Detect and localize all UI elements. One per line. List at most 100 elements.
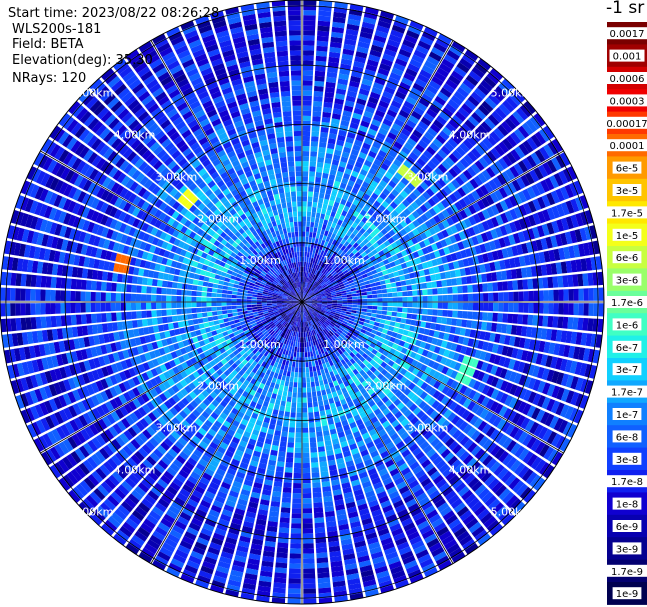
heatmap-cell <box>320 131 328 138</box>
heatmap-cell <box>306 216 311 222</box>
heatmap-cell <box>299 347 302 353</box>
heatmap-cell <box>317 271 322 277</box>
heatmap-cell <box>356 46 369 54</box>
heatmap-cell <box>318 15 331 22</box>
heatmap-cell <box>353 235 359 242</box>
heatmap-cell <box>360 251 367 258</box>
heatmap-cell <box>462 169 473 180</box>
heatmap-cell <box>412 82 425 93</box>
heatmap-cell <box>305 294 310 299</box>
heatmap-cell <box>394 206 403 214</box>
heatmap-cell <box>393 197 402 206</box>
heatmap-cell <box>303 75 313 81</box>
heatmap-cell <box>293 377 298 383</box>
heatmap-cell <box>329 268 334 274</box>
heatmap-cell <box>453 190 462 200</box>
heatmap-cell <box>334 149 342 156</box>
heatmap-cell <box>303 70 314 76</box>
heatmap-cell <box>588 288 594 301</box>
heatmap-cell <box>547 276 554 288</box>
heatmap-cell <box>553 303 559 315</box>
heatmap-cell <box>386 205 395 213</box>
heatmap-cell <box>293 483 302 489</box>
heatmap-cell <box>381 200 390 209</box>
heatmap-cell <box>400 177 410 186</box>
heatmap-cell <box>390 163 399 172</box>
heatmap-cell <box>273 481 283 488</box>
heatmap-cell <box>517 125 530 139</box>
heatmap-cell <box>342 110 352 117</box>
heatmap-cell <box>435 191 445 201</box>
heatmap-cell <box>377 224 384 231</box>
heatmap-cell <box>378 149 387 158</box>
heatmap-cell <box>433 181 443 191</box>
heatmap-cell <box>477 312 483 321</box>
heatmap-cell <box>275 562 288 569</box>
heatmap-cell <box>387 76 400 86</box>
heatmap-cell <box>351 187 359 195</box>
heatmap-cell <box>356 231 363 239</box>
heatmap-cell <box>306 252 310 258</box>
heatmap-cell <box>373 227 381 235</box>
heatmap-cell <box>453 66 467 78</box>
heatmap-cell <box>328 216 335 222</box>
heatmap-cell <box>452 294 458 302</box>
heatmap-cell <box>309 226 314 233</box>
heatmap-cell <box>311 263 315 269</box>
heatmap-cell <box>302 367 306 373</box>
heatmap-cell <box>442 287 448 294</box>
heatmap-cell <box>349 239 356 246</box>
heatmap-cell <box>333 228 339 235</box>
heatmap-cell <box>442 295 448 302</box>
heatmap-cell <box>447 310 453 318</box>
heatmap-cell <box>324 264 329 270</box>
heatmap-cell <box>380 123 391 132</box>
heatmap-cell <box>426 55 440 66</box>
heatmap-cell <box>306 382 311 388</box>
heatmap-cell <box>323 167 330 174</box>
heatmap-cell <box>304 287 307 293</box>
heatmap-cell <box>432 302 438 309</box>
heatmap-cell <box>329 128 338 135</box>
heatmap-cell <box>436 202 446 211</box>
heatmap-cell <box>468 70 482 83</box>
heatmap-cell <box>295 362 299 368</box>
heatmap-cell <box>314 269 318 275</box>
heatmap-cell <box>317 228 322 234</box>
heatmap-cell <box>384 171 394 180</box>
heatmap-cell <box>514 128 526 142</box>
heatmap-cell <box>350 255 357 261</box>
heatmap-cell <box>351 222 358 229</box>
heatmap-cell <box>448 153 459 164</box>
heatmap-cell <box>380 10 395 20</box>
heatmap-cell <box>387 39 401 48</box>
heatmap-cell <box>427 198 436 207</box>
heatmap-cell <box>279 446 287 453</box>
heatmap-cell <box>587 272 594 286</box>
heatmap-cell <box>423 112 435 123</box>
heatmap-cell <box>329 255 335 262</box>
heatmap-cell <box>334 275 340 280</box>
heatmap-cell <box>382 293 388 298</box>
heatmap-cell <box>338 272 345 278</box>
heatmap-cell <box>311 279 315 285</box>
heatmap-cell <box>553 289 559 301</box>
heatmap-cell <box>368 150 377 159</box>
heatmap-cell <box>557 316 564 329</box>
heatmap-cell <box>302 297 304 302</box>
heatmap-cell <box>305 295 311 299</box>
heatmap-cell <box>462 311 468 319</box>
heatmap-cell <box>331 190 338 197</box>
heatmap-cell <box>406 182 416 192</box>
heatmap-cell <box>294 457 302 464</box>
heatmap-cell <box>426 84 439 95</box>
heatmap-cell <box>376 239 384 246</box>
heatmap-cell <box>316 436 324 443</box>
heatmap-cell <box>457 310 463 319</box>
heatmap-cell <box>302 156 309 162</box>
heatmap-cell <box>449 193 458 203</box>
heatmap-cell <box>431 100 444 110</box>
heatmap-cell <box>343 234 350 241</box>
heatmap-cell <box>302 483 311 489</box>
heatmap-cell <box>407 308 413 314</box>
